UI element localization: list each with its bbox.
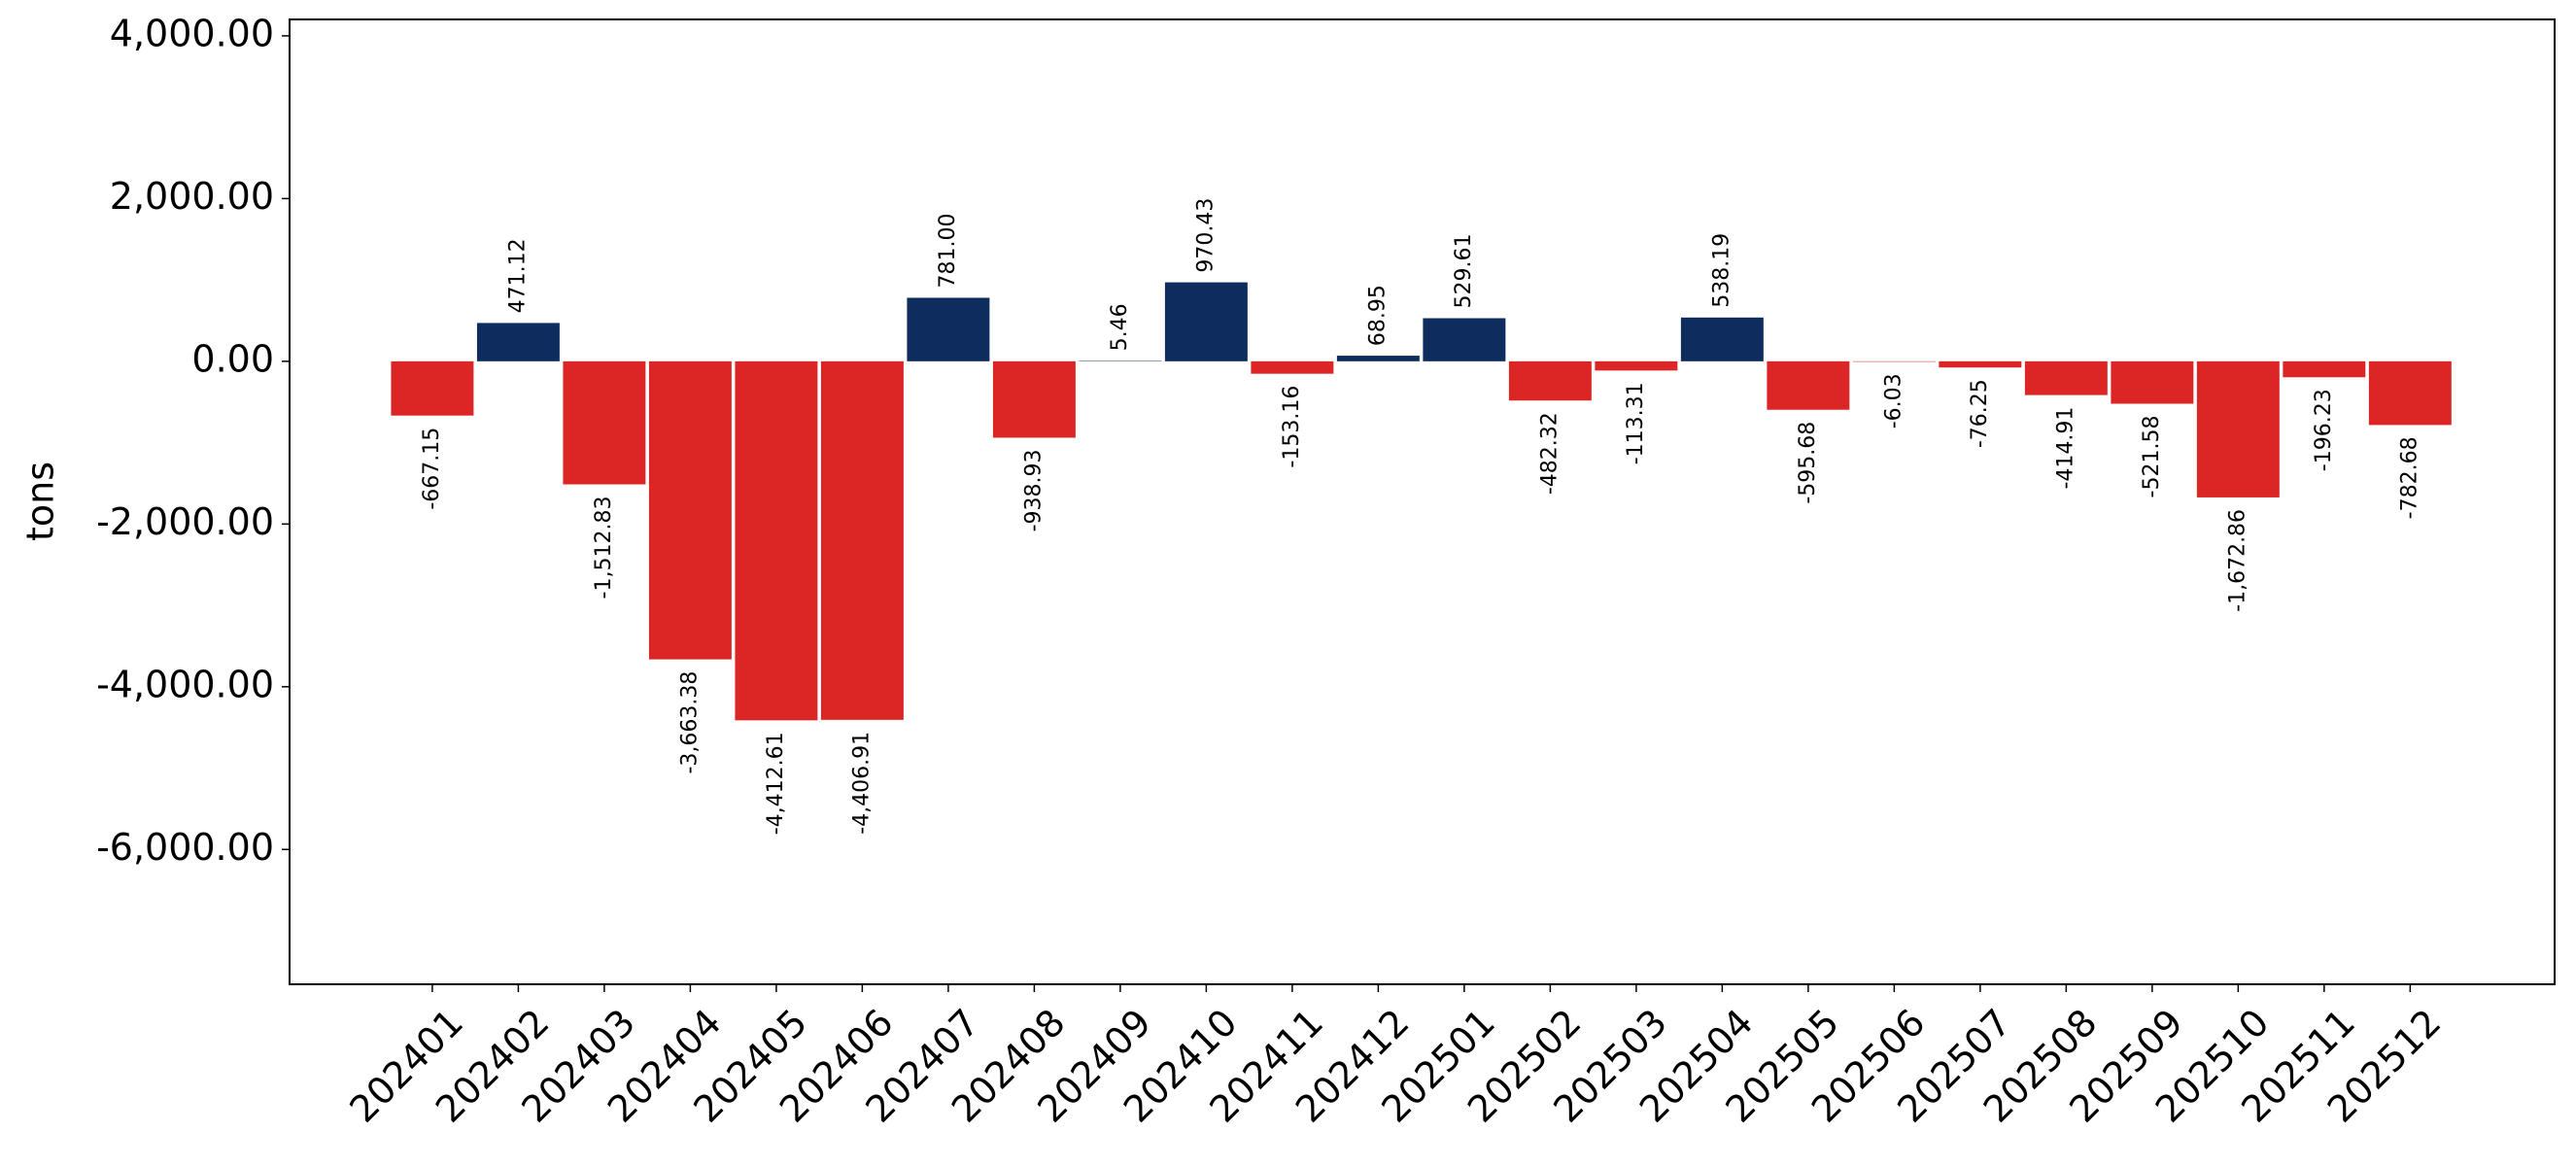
- bar: [1852, 360, 1936, 362]
- bar: [2196, 360, 2280, 497]
- bar: [1939, 360, 2022, 368]
- bar: [476, 323, 560, 361]
- value-label: -153.16: [1280, 386, 1304, 468]
- value-label: 471.12: [505, 238, 530, 313]
- y-tick-label: 4,000.00: [110, 12, 274, 54]
- bar: [820, 360, 904, 720]
- bar: [1251, 360, 1334, 374]
- value-label: -482.32: [1537, 412, 1562, 495]
- bar: [1508, 360, 1592, 401]
- y-tick-label: -6,000.00: [96, 826, 274, 869]
- value-label: 68.95: [1365, 285, 1390, 346]
- y-tick-label: -2,000.00: [96, 500, 274, 543]
- value-label: -782.68: [2397, 436, 2421, 519]
- value-label: 970.43: [1193, 198, 1218, 273]
- bar: [735, 360, 818, 721]
- bar: [2283, 360, 2366, 378]
- bar: [563, 360, 646, 485]
- bar: [2024, 360, 2108, 395]
- value-label: -1,512.83: [592, 497, 616, 600]
- bar: [648, 360, 732, 660]
- bar: [907, 297, 990, 361]
- value-label: 5.46: [1108, 303, 1132, 351]
- bar: [992, 360, 1076, 438]
- bar: [1423, 318, 1506, 361]
- value-label: -414.91: [2053, 407, 2078, 490]
- bar: [1595, 360, 1678, 371]
- y-axis-label: tons: [19, 462, 62, 541]
- value-label: -4,412.61: [764, 732, 788, 835]
- value-label: -595.68: [1796, 422, 1820, 504]
- bar: [391, 360, 474, 416]
- y-tick-label: -4,000.00: [96, 663, 274, 705]
- bar: [1680, 317, 1764, 361]
- value-label: -76.25: [1968, 379, 1992, 448]
- value-label: 529.61: [1452, 234, 1476, 309]
- value-label: -938.93: [1021, 449, 1046, 531]
- value-label: -6.03: [1881, 373, 1906, 428]
- value-label: -521.58: [2140, 416, 2164, 498]
- bar: [2368, 360, 2452, 426]
- value-label: -667.15: [420, 428, 444, 510]
- value-label: -196.23: [2312, 389, 2336, 471]
- value-label: 538.19: [1709, 233, 1734, 308]
- y-tick-label: 0.00: [191, 337, 274, 380]
- plot-frame: [289, 18, 2556, 985]
- value-label: -113.31: [1624, 382, 1648, 464]
- bar: [1767, 360, 1850, 410]
- y-tick-label: 2,000.00: [110, 175, 274, 218]
- value-label: -1,672.86: [2225, 509, 2250, 612]
- bar: [1336, 356, 1420, 361]
- value-label: -4,406.91: [849, 732, 874, 835]
- value-label: -3,663.38: [677, 671, 702, 774]
- bar: [2111, 360, 2194, 404]
- bar: [1164, 282, 1248, 361]
- value-label: 781.00: [936, 213, 960, 288]
